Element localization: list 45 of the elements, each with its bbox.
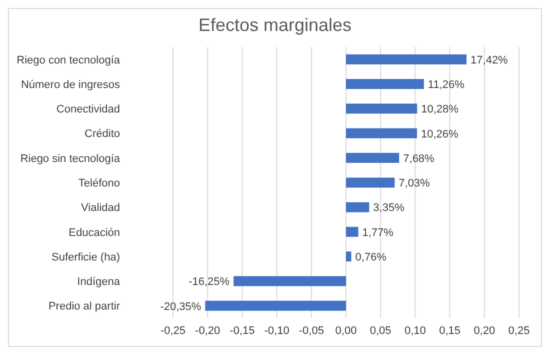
data-label: 7,68% xyxy=(403,152,435,165)
data-label: 3,35% xyxy=(373,202,405,214)
data-label: 10,26% xyxy=(421,128,459,140)
y-tick-label: Conectividad xyxy=(56,104,120,116)
x-tick-label: 0,10 xyxy=(404,324,426,337)
x-tick-label: -0,15 xyxy=(230,324,255,337)
y-tick-label: Educación xyxy=(68,226,120,239)
y-tick-label: Suferficie (ha) xyxy=(52,251,120,264)
x-tick-label: -0,20 xyxy=(195,324,220,337)
bar xyxy=(234,276,346,286)
y-tick-label: Riego sin tecnología xyxy=(20,152,121,165)
x-tick-label: 0,00 xyxy=(335,324,357,337)
y-tick-label: Indígena xyxy=(77,276,121,288)
bar xyxy=(346,152,400,163)
bar xyxy=(346,178,395,188)
data-label: -16,25% xyxy=(188,276,230,288)
data-label: 7,03% xyxy=(398,178,430,190)
y-tick-label: Número de ingresos xyxy=(20,78,120,91)
bar xyxy=(346,54,467,64)
x-tick-label: -0,05 xyxy=(298,324,324,337)
bar xyxy=(346,202,370,212)
data-label: 10,28% xyxy=(421,104,459,116)
x-tick-label: 0,05 xyxy=(370,324,392,337)
data-label: 17,42% xyxy=(470,54,508,66)
bar xyxy=(346,251,352,262)
bar xyxy=(346,79,424,90)
y-tick-label: Predio al partir xyxy=(48,300,120,313)
x-tick-label: -0,25 xyxy=(160,324,186,337)
data-label: 11,26% xyxy=(428,79,465,92)
bar xyxy=(346,104,418,114)
bar xyxy=(346,128,417,138)
y-tick-label: Crédito xyxy=(84,128,120,140)
data-label: -20,35% xyxy=(160,300,202,313)
x-tick-label: 0,15 xyxy=(439,324,461,337)
y-tick-label: Riego con tecnología xyxy=(16,54,121,66)
y-tick-label: Vialidad xyxy=(81,202,120,214)
x-tick-label: 0,20 xyxy=(474,324,496,337)
chart-title: Efectos marginales xyxy=(197,14,353,37)
x-tick-label: 0,25 xyxy=(508,324,530,337)
bar xyxy=(346,226,358,237)
data-label: 0,76% xyxy=(355,251,387,264)
data-label: 1,77% xyxy=(362,226,394,239)
x-tick-label: -0,10 xyxy=(264,324,290,337)
bar xyxy=(205,300,346,311)
y-tick-label: Teléfono xyxy=(78,178,120,190)
